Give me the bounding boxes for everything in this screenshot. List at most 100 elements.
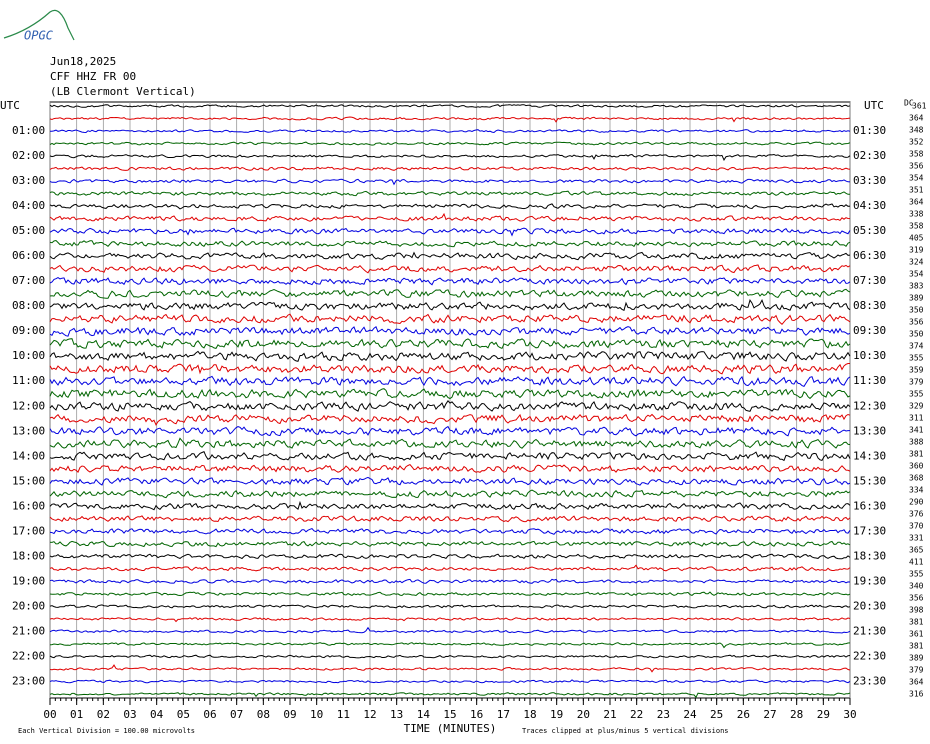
- x-tick-label: 16: [470, 708, 483, 721]
- left-label: 21:00: [12, 624, 45, 637]
- dc-value: 379: [909, 378, 924, 387]
- dc-value: 316: [909, 690, 924, 699]
- trace: [49, 326, 851, 337]
- left-label: 10:00: [12, 349, 45, 362]
- trace: [49, 476, 851, 486]
- trace: [49, 350, 851, 362]
- left-label: 06:00: [12, 249, 45, 262]
- location: (LB Clermont Vertical): [50, 85, 196, 98]
- dc-value: 360: [909, 462, 924, 471]
- trace: [49, 313, 851, 326]
- x-tick-label: 27: [763, 708, 776, 721]
- right-label: 07:30: [853, 274, 886, 287]
- x-tick-label: 30: [843, 708, 856, 721]
- trace: [49, 515, 851, 523]
- x-tick-label: 28: [790, 708, 803, 721]
- x-tick-label: 13: [390, 708, 403, 721]
- left-label: 03:00: [12, 174, 45, 187]
- dc-value: 411: [909, 558, 924, 567]
- dc-value: 354: [909, 174, 924, 183]
- left-label: 04:00: [12, 199, 45, 212]
- x-tick-label: 00: [43, 708, 56, 721]
- trace: [49, 540, 851, 548]
- dc-value: 376: [909, 510, 924, 519]
- x-tick-label: 05: [177, 708, 190, 721]
- dc-value: 358: [909, 150, 924, 159]
- trace: [49, 413, 851, 426]
- right-label: 19:30: [853, 574, 886, 587]
- dc-value: 338: [909, 210, 924, 219]
- dc-value: 311: [909, 414, 924, 423]
- dc-value: 354: [909, 270, 924, 279]
- dc-value: 389: [909, 654, 924, 663]
- dc-value: 350: [909, 306, 924, 315]
- x-tick-label: 06: [203, 708, 216, 721]
- trace: [49, 489, 851, 499]
- trace: [49, 277, 851, 286]
- x-tick-label: 23: [657, 708, 670, 721]
- right-label: 01:30: [853, 124, 886, 137]
- right-label: 15:30: [853, 474, 886, 487]
- left-label: 01:00: [12, 124, 45, 137]
- left-label: 17:00: [12, 524, 45, 537]
- left-label: 20:00: [12, 599, 45, 612]
- x-tick-label: 25: [710, 708, 723, 721]
- trace: [49, 388, 851, 400]
- left-label: 09:00: [12, 324, 45, 337]
- trace: [49, 451, 851, 462]
- dc-value: 374: [909, 342, 924, 351]
- dc-value: 381: [909, 642, 924, 651]
- trace: [49, 528, 851, 535]
- right-label: 16:30: [853, 499, 886, 512]
- left-label: 22:00: [12, 649, 45, 662]
- dc-value: 351: [909, 186, 924, 195]
- dc-value: 350: [909, 330, 924, 339]
- trace: [49, 116, 851, 123]
- footer-left: Each Vertical Division = 100.00 microvol…: [18, 727, 195, 735]
- dc-value: 364: [909, 114, 924, 123]
- trace: [49, 166, 851, 171]
- right-label: 06:30: [853, 249, 886, 262]
- x-tick-label: 19: [550, 708, 563, 721]
- x-tick-label: 03: [123, 708, 136, 721]
- dc-value: 348: [909, 126, 924, 135]
- dc-value: 364: [909, 678, 924, 687]
- x-tick-label: 18: [523, 708, 536, 721]
- trace: [49, 463, 851, 473]
- dc-value: 364: [909, 198, 924, 207]
- trace: [49, 363, 850, 375]
- dc-value: 341: [909, 426, 924, 435]
- x-tick-label: 01: [70, 708, 83, 721]
- right-label: 05:30: [853, 224, 886, 237]
- dc-value: 331: [909, 534, 924, 543]
- left-label: 19:00: [12, 574, 45, 587]
- logo-mark: [3, 9, 75, 41]
- trace: [49, 626, 851, 634]
- dc-value: 365: [909, 546, 924, 555]
- left-label: 16:00: [12, 499, 45, 512]
- dc-value: 356: [909, 162, 924, 171]
- x-tick-label: 22: [630, 708, 643, 721]
- x-tick-label: 12: [363, 708, 376, 721]
- x-tick-label: 02: [97, 708, 110, 721]
- right-label: 18:30: [853, 549, 886, 562]
- x-tick-label: 09: [283, 708, 296, 721]
- right-label: 04:30: [853, 199, 886, 212]
- trace: [49, 375, 851, 388]
- footer-right: Traces clipped at plus/minus 5 vertical …: [522, 727, 729, 735]
- left-label: 02:00: [12, 149, 45, 162]
- logo: OPGC: [24, 29, 54, 43]
- dc-value: 361: [909, 630, 924, 639]
- right-label: 11:30: [853, 374, 886, 387]
- dc-value: 355: [909, 354, 924, 363]
- left-label: 23:00: [12, 674, 45, 687]
- dc-value: 405: [909, 234, 924, 243]
- dc-value: 329: [909, 402, 924, 411]
- dc-value: 340: [909, 582, 924, 591]
- right-label: 23:30: [853, 674, 886, 687]
- right-label: 12:30: [853, 399, 886, 412]
- trace: [49, 264, 851, 274]
- x-tick-label: 26: [737, 708, 750, 721]
- x-tick-label: 08: [257, 708, 270, 721]
